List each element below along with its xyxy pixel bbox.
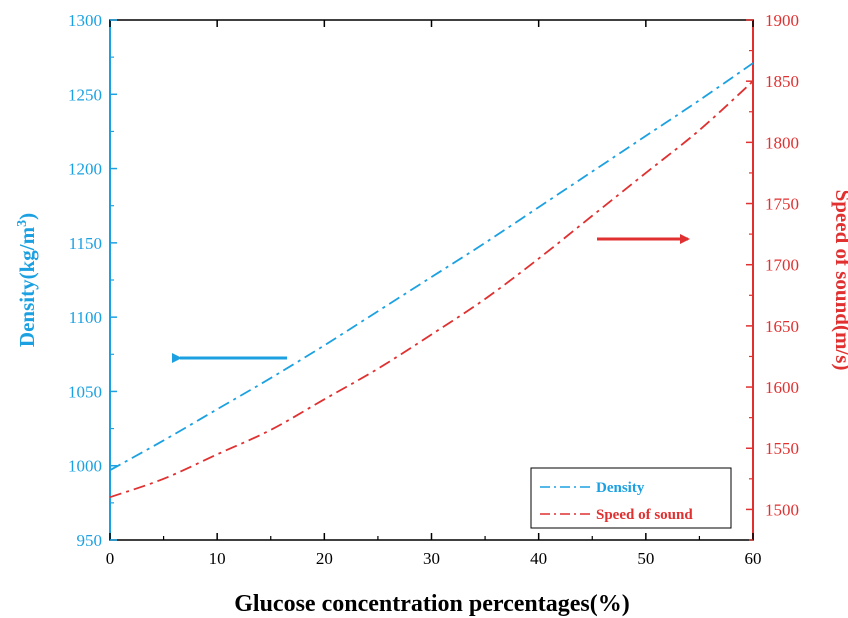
right-tick-label: 1850 bbox=[765, 72, 799, 91]
left-axis-title-close: ) bbox=[15, 213, 39, 220]
left-tick-label: 1100 bbox=[69, 308, 102, 327]
right-tick-label: 1650 bbox=[765, 317, 799, 336]
x-tick-label: 0 bbox=[106, 549, 115, 568]
right-tick-label: 1800 bbox=[765, 133, 799, 152]
left-axis-title: Density(kg/m3) bbox=[15, 213, 39, 347]
left-tick-label: 1050 bbox=[68, 382, 102, 401]
right-tick-label: 1750 bbox=[765, 195, 799, 214]
left-tick-label: 1200 bbox=[68, 160, 102, 179]
speed-of-sound-series-line bbox=[109, 80, 754, 499]
x-axis-title: Glucose concentration percentages(%) bbox=[234, 591, 629, 617]
x-tick-label: 30 bbox=[423, 549, 440, 568]
legend-density-label: Density bbox=[596, 480, 645, 496]
legend-box bbox=[530, 467, 732, 529]
right-tick-label: 1900 bbox=[765, 11, 799, 30]
left-axis-title-sup: 3 bbox=[15, 220, 30, 227]
left-axis-ticks: 950 1000 1050 1100 1150 1200 1250 1300 bbox=[68, 11, 117, 550]
density-series-line bbox=[109, 62, 754, 471]
legend: Density Speed of sound bbox=[530, 467, 732, 529]
x-tick-label: 20 bbox=[316, 549, 333, 568]
right-tick-label: 1550 bbox=[765, 439, 799, 458]
right-tick-label: 1700 bbox=[765, 256, 799, 275]
left-tick-label: 950 bbox=[77, 531, 103, 550]
x-tick-label: 10 bbox=[209, 549, 226, 568]
left-tick-label: 1000 bbox=[68, 457, 102, 476]
left-tick-label: 1250 bbox=[68, 85, 102, 104]
plot-frame bbox=[109, 19, 754, 541]
x-tick-label: 50 bbox=[637, 549, 654, 568]
right-tick-label: 1500 bbox=[765, 500, 799, 519]
x-tick-label: 60 bbox=[745, 549, 762, 568]
right-axis-title: Speed of sound(m/s) bbox=[831, 190, 848, 371]
left-tick-label: 1150 bbox=[69, 234, 102, 253]
left-axis-title-main: Density(kg/m bbox=[15, 226, 39, 347]
x-axis-ticks: 0 10 20 30 40 50 60 bbox=[106, 20, 762, 568]
x-tick-label: 40 bbox=[530, 549, 547, 568]
legend-speed-label: Speed of sound bbox=[596, 507, 693, 523]
right-axis-ticks: 1500 1550 1600 1650 1700 1750 1800 1850 1900 bbox=[746, 11, 799, 541]
series-layer bbox=[109, 62, 754, 499]
left-tick-label: 1300 bbox=[68, 11, 102, 30]
right-tick-label: 1600 bbox=[765, 378, 799, 397]
